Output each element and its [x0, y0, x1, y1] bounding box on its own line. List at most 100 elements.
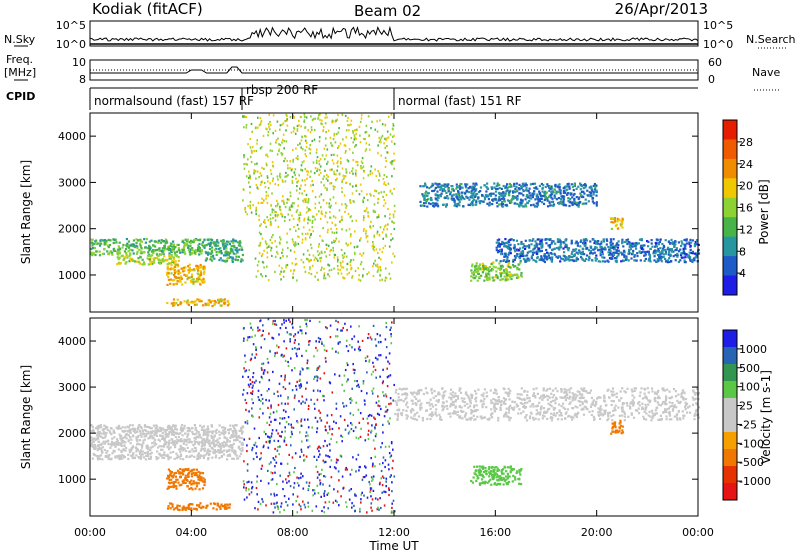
range-gate-cell [178, 276, 181, 279]
range-gate-cell [205, 453, 208, 456]
range-gate-cell [181, 240, 184, 243]
range-gate-cell [299, 431, 301, 434]
range-gate-cell [392, 252, 394, 255]
range-gate-cell [289, 160, 291, 163]
range-gate-cell [281, 213, 283, 216]
range-gate-cell [254, 441, 257, 444]
range-gate-cell [286, 118, 288, 121]
range-gate-cell [239, 241, 242, 244]
range-gate-cell [610, 257, 613, 260]
range-gate-cell [558, 246, 561, 249]
range-gate-cell [618, 218, 621, 221]
range-gate-cell [450, 194, 453, 197]
range-gate-cell [510, 277, 513, 281]
range-gate-cell [592, 184, 595, 188]
range-gate-cell [347, 160, 350, 163]
range-gate-cell [623, 249, 626, 252]
range-gate-cell [340, 495, 342, 498]
range-gate-cell [260, 273, 262, 276]
range-gate-cell [275, 410, 278, 413]
range-gate-cell [598, 243, 602, 246]
range-gate-cell [232, 435, 235, 439]
range-gate-cell [310, 126, 313, 129]
range-gate-cell [221, 241, 224, 244]
range-gate-cell [374, 210, 376, 213]
range-gate-cell [379, 273, 381, 277]
range-gate-cell [96, 455, 99, 458]
range-gate-cell [267, 180, 269, 183]
range-gate-cell [311, 221, 314, 224]
range-gate-cell [235, 454, 238, 457]
range-gate-cell [234, 432, 237, 435]
range-gate-cell [126, 425, 129, 428]
range-gate-cell [272, 177, 274, 180]
range-gate-cell [284, 180, 287, 183]
range-gate-cell [281, 215, 284, 218]
range-gate-cell [303, 115, 306, 118]
range-gate-cell [583, 259, 587, 262]
range-gate-cell [342, 276, 344, 279]
range-gate-cell [593, 251, 596, 254]
range-gate-cell [383, 198, 386, 202]
range-gate-cell [258, 416, 261, 419]
range-gate-cell [238, 429, 241, 432]
range-gate-cell [256, 139, 258, 142]
range-gate-cell [385, 395, 388, 398]
range-gate-cell [658, 240, 662, 243]
range-gate-cell [177, 481, 180, 484]
range-gate-cell [303, 120, 305, 123]
range-gate-cell [131, 454, 134, 457]
range-gate-cell [203, 483, 206, 487]
range-gate-cell [161, 247, 164, 250]
range-gate-cell [115, 241, 118, 244]
range-gate-cell [219, 257, 222, 260]
range-gate-cell [548, 238, 551, 242]
range-gate-cell [325, 255, 327, 258]
range-gate-cell [286, 198, 289, 201]
range-gate-cell [359, 507, 361, 510]
range-gate-cell [393, 227, 396, 231]
range-gate-cell [430, 185, 433, 188]
range-gate-cell [182, 429, 185, 432]
range-gate-cell [304, 126, 307, 129]
range-gate-cell [217, 241, 220, 244]
range-gate-cell [99, 424, 102, 427]
range-gate-cell [209, 502, 212, 505]
range-gate-cell [495, 241, 498, 244]
range-gate-cell [320, 268, 322, 271]
range-gate-cell [157, 456, 160, 460]
range-gate-cell [203, 478, 206, 481]
range-gate-cell [95, 250, 98, 253]
range-gate-cell [174, 260, 177, 263]
range-gate-cell [573, 183, 576, 186]
range-gate-cell [547, 244, 550, 247]
range-gate-cell [112, 442, 116, 445]
range-gate-cell [323, 511, 326, 514]
range-gate-cell [501, 271, 504, 275]
range-gate-cell [369, 225, 371, 228]
range-gate-cell [182, 481, 185, 484]
range-gate-cell [300, 385, 303, 388]
range-gate-cell [601, 256, 604, 259]
range-gate-cell [206, 425, 209, 428]
range-gate-cell [286, 175, 288, 178]
range-gate-cell [157, 248, 160, 251]
colorbar-tick-label: 4 [739, 267, 746, 280]
range-gate-cell [172, 258, 176, 261]
range-gate-cell [268, 332, 270, 335]
range-gate-cell [228, 503, 232, 506]
range-gate-cell [368, 134, 371, 137]
range-gate-cell [631, 242, 634, 245]
range-gate-cell [164, 442, 167, 445]
range-gate-cell [297, 242, 300, 245]
range-gate-cell [362, 229, 365, 232]
range-gate-cell [286, 241, 288, 244]
range-gate-cell [200, 442, 203, 445]
range-gate-cell [202, 425, 205, 428]
range-gate-cell [147, 430, 150, 433]
range-gate-cell [694, 240, 697, 244]
range-gate-cell [626, 238, 630, 241]
range-gate-cell [615, 251, 618, 254]
range-gate-cell [366, 273, 368, 276]
range-gate-cell [114, 444, 117, 447]
